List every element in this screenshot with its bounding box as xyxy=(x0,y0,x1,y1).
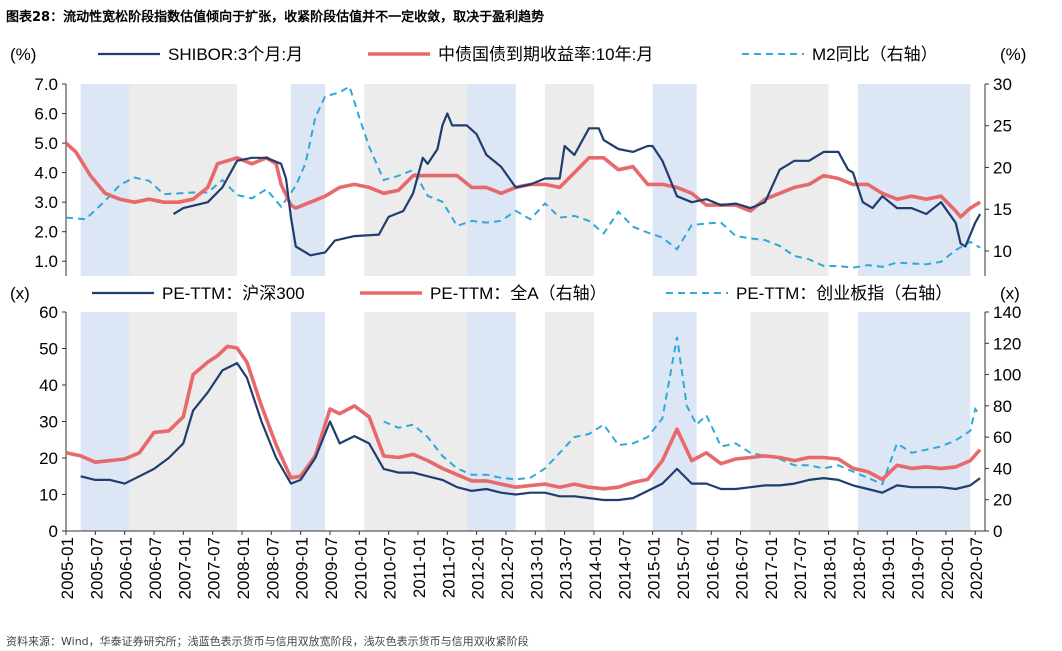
x-tick-label: 2009-07 xyxy=(322,537,341,599)
easing-period-band xyxy=(466,312,516,531)
right-tick-label: 100 xyxy=(993,366,1021,385)
right-tick-label: 0 xyxy=(993,522,1002,541)
x-tick-label: 2013-07 xyxy=(557,537,576,599)
right-tick-label: 15 xyxy=(993,200,1012,219)
x-tick-label: 2019-07 xyxy=(909,537,928,599)
x-tick-label: 2007-01 xyxy=(175,537,194,599)
series-line-1-2 xyxy=(64,141,982,219)
easing-period-band xyxy=(857,84,971,276)
tightening-period-band xyxy=(750,312,829,531)
x-tick-label: 2006-07 xyxy=(146,537,165,599)
x-tick-label: 2010-01 xyxy=(351,537,370,599)
x-tick-label: 2005-07 xyxy=(87,537,106,599)
x-tick-label: 2010-07 xyxy=(381,537,400,599)
easing-period-band xyxy=(290,84,326,276)
left-tick-label: 5.0 xyxy=(34,134,58,153)
x-tick-label: 2012-01 xyxy=(469,537,488,599)
tightening-period-band xyxy=(364,312,467,531)
series-line-2-2 xyxy=(65,344,982,491)
x-tick-label: 2015-07 xyxy=(674,537,693,599)
left-tick-label: 7.0 xyxy=(34,75,58,94)
x-tick-label: 2016-01 xyxy=(703,537,722,599)
easing-period-band xyxy=(466,84,516,276)
x-tick-label: 2009-01 xyxy=(293,537,312,599)
left-tick-label: 4.0 xyxy=(34,164,58,183)
x-tick-label: 2017-01 xyxy=(762,537,781,599)
x-axis-labels: 2005-01 2005-07 2006-01 2006-07 2007-01 2007-… xyxy=(58,531,986,599)
legend-label: SHIBOR:3个月:月 xyxy=(168,45,303,64)
x-tick-label: 2005-01 xyxy=(58,537,77,599)
legend-label: PE-TTM：沪深300 xyxy=(162,284,305,303)
x-tick-label: 2011-07 xyxy=(439,537,458,598)
x-tick-label: 2018-07 xyxy=(850,537,869,599)
left-tick-label: 50 xyxy=(39,340,58,359)
left-tick-label: 40 xyxy=(39,376,58,395)
right-unit-label: (x) xyxy=(1000,284,1020,303)
series-line-2-1 xyxy=(80,362,981,502)
right-tick-label: 120 xyxy=(993,334,1021,353)
right-tick-label: 140 xyxy=(993,303,1021,322)
series-layer xyxy=(64,84,982,502)
right-unit-label: (%) xyxy=(1000,45,1026,64)
x-tick-label: 2006-01 xyxy=(117,537,136,599)
left-tick-label: 60 xyxy=(39,303,58,322)
tightening-period-band xyxy=(364,84,467,276)
series-line-2-3 xyxy=(383,336,981,486)
x-tick-label: 2007-07 xyxy=(205,537,224,599)
easing-period-band xyxy=(652,84,697,276)
left-unit-label: (%) xyxy=(10,45,36,64)
legend-label: PE-TTM：全A（右轴） xyxy=(430,284,607,303)
shading-layer xyxy=(80,84,971,531)
left-tick-label: 10 xyxy=(39,486,58,505)
axes-layer: 1.0 2.0 3.0 4.0 5.0 6.0 7.0 10 15 20 25 30 (%) (%) 0 10… xyxy=(10,45,1026,541)
x-tick-label: 2008-01 xyxy=(234,537,253,599)
right-tick-label: 80 xyxy=(993,397,1012,416)
right-tick-label: 60 xyxy=(993,428,1012,447)
x-tick-label: 2014-07 xyxy=(615,537,634,599)
legend-label: PE-TTM：创业板指（右轴） xyxy=(736,284,952,303)
right-tick-label: 10 xyxy=(993,242,1012,261)
x-tick-label: 2020-01 xyxy=(938,537,957,599)
x-tick-label: 2011-01 xyxy=(410,537,429,598)
right-tick-label: 40 xyxy=(993,459,1012,478)
left-tick-label: 1.0 xyxy=(34,252,58,271)
x-tick-label: 2019-01 xyxy=(879,537,898,599)
left-tick-label: 30 xyxy=(39,413,58,432)
series-line-1-3 xyxy=(65,84,981,269)
left-tick-label: 2.0 xyxy=(34,223,58,242)
easing-period-band xyxy=(857,312,971,531)
left-tick-label: 20 xyxy=(39,449,58,468)
series-line-1-1 xyxy=(172,112,982,257)
figure-title: 图表28：流动性宽松阶段指数估值倾向于扩张，收紧阶段估值并不一定收敛，取决于盈利… xyxy=(6,10,545,25)
left-unit-label: (x) xyxy=(10,284,30,303)
source-note: 资料来源：Wind，华泰证券研究所；浅蓝色表示货币与信用双放宽阶段，浅灰色表示货… xyxy=(6,635,529,648)
x-tick-label: 2016-07 xyxy=(733,537,752,599)
x-tick-label: 2012-07 xyxy=(498,537,517,599)
x-tick-label: 2020-07 xyxy=(967,537,986,599)
x-tick-label: 2018-01 xyxy=(821,537,840,599)
x-tick-label: 2014-01 xyxy=(586,537,605,599)
legend-layer: SHIBOR:3个月:月 中债国债到期收益率:10年:月 M2同比（右轴） PE-TT… xyxy=(92,45,952,303)
x-tick-label: 2008-07 xyxy=(263,537,282,599)
x-tick-label: 2013-01 xyxy=(527,537,546,599)
right-tick-label: 20 xyxy=(993,158,1012,177)
easing-period-band xyxy=(80,84,130,276)
left-tick-label: 0 xyxy=(49,522,58,541)
x-tick-label: 2015-01 xyxy=(645,537,664,599)
tightening-period-band xyxy=(129,312,238,531)
x-tick-label: 2017-07 xyxy=(791,537,810,599)
right-tick-label: 30 xyxy=(993,75,1012,94)
right-tick-label: 25 xyxy=(993,117,1012,136)
legend-label: 中债国债到期收益率:10年:月 xyxy=(438,45,653,64)
right-tick-label: 20 xyxy=(993,491,1012,510)
legend-label: M2同比（右轴） xyxy=(812,45,938,64)
easing-period-band xyxy=(290,312,326,531)
left-tick-label: 6.0 xyxy=(34,105,58,124)
left-tick-label: 3.0 xyxy=(34,193,58,212)
easing-period-band xyxy=(80,312,130,531)
